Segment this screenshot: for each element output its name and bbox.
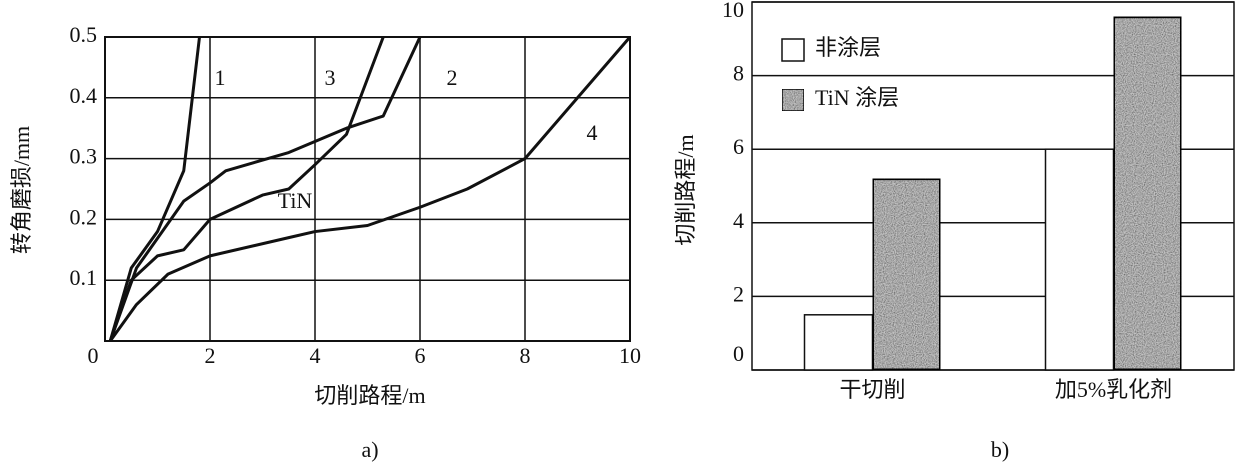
y-tick-label: 6 xyxy=(733,134,744,159)
series-label: 3 xyxy=(325,65,336,90)
x-tick-label: 4 xyxy=(310,343,321,368)
line xyxy=(108,36,201,342)
y-axis-title: 切削路程/m xyxy=(673,134,698,245)
y-tick-label: 0.5 xyxy=(70,22,98,47)
line xyxy=(108,36,385,342)
line xyxy=(109,36,632,342)
line xyxy=(108,36,422,342)
caption: a) xyxy=(361,437,378,462)
series-label: 4 xyxy=(587,120,598,145)
y-tick-label: 0.1 xyxy=(70,265,98,290)
x-tick-label: 0 xyxy=(88,343,99,368)
x-tick-label: 干切削 xyxy=(839,377,905,402)
annotation: TiN xyxy=(278,188,313,213)
bar xyxy=(1112,15,1183,372)
y-tick-label: 0 xyxy=(733,341,744,366)
plot-frame xyxy=(104,36,631,342)
bar xyxy=(803,314,874,371)
series-label: 1 xyxy=(215,65,226,90)
caption: b) xyxy=(991,437,1009,462)
x-tick-label: 10 xyxy=(619,343,641,368)
y-tick-label: 0.4 xyxy=(70,83,98,108)
x-tick-label: 2 xyxy=(205,343,216,368)
y-tick-label: 4 xyxy=(733,208,744,233)
x-tick-label: 加5%乳化剂 xyxy=(1055,377,1172,402)
bar xyxy=(1044,148,1115,371)
y-tick-label: 10 xyxy=(722,0,744,22)
legend-label: 非涂层 xyxy=(815,35,881,60)
legend-label: TiN 涂层 xyxy=(815,85,899,110)
x-tick-label: 8 xyxy=(520,343,531,368)
y-tick-label: 0.3 xyxy=(70,144,98,169)
y-tick-label: 8 xyxy=(733,61,744,86)
x-axis-title: 切削路程/m xyxy=(314,383,425,408)
legend-swatch xyxy=(781,88,805,112)
x-tick-label: 6 xyxy=(415,343,426,368)
legend-swatch xyxy=(781,38,805,62)
y-tick-label: 2 xyxy=(733,281,744,306)
plot-frame xyxy=(751,1,1235,371)
bar xyxy=(871,177,942,372)
y-tick-label: 0.2 xyxy=(70,204,98,229)
y-axis-title: 转角磨损/mm xyxy=(9,126,34,254)
series-label: 2 xyxy=(447,65,458,90)
